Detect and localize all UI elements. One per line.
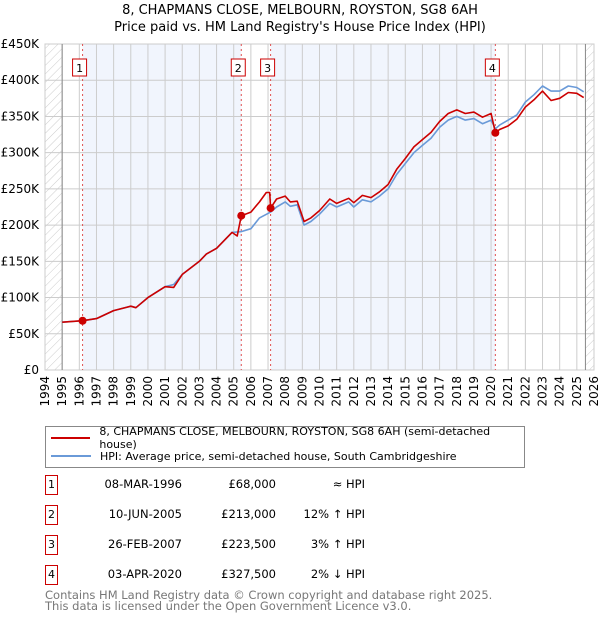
- y-tick-label: £350K: [1, 109, 41, 123]
- x-tick-label: 2026: [587, 376, 600, 407]
- legend-item-property: 8, CHAPMANS CLOSE, MELBOURN, ROYSTON, SG…: [46, 425, 524, 451]
- x-tick-label: 2019: [467, 376, 481, 407]
- title-line-2: Price paid vs. HM Land Registry's House …: [114, 20, 486, 35]
- y-tick-label: £450K: [1, 37, 41, 51]
- sale-label-box: [72, 58, 88, 77]
- transaction-date: 08-MAR-1996: [104, 477, 182, 491]
- ownership-period-shade: [270, 44, 496, 370]
- transaction-hpi: 3% ↑ HPI: [310, 537, 365, 551]
- x-tick-label: 2001: [158, 376, 172, 407]
- no-data-region-left: [45, 44, 63, 370]
- x-tick-label: 2025: [570, 376, 584, 407]
- sale-point: [491, 128, 500, 137]
- sale-label: 1: [76, 62, 83, 75]
- x-tick-label: 2016: [415, 376, 429, 407]
- transaction-row: 3 26-FEB-2007 £223,500 3% ↑ HPI: [45, 535, 600, 555]
- x-tick-label: 2007: [261, 376, 275, 407]
- x-tick-label: 2014: [381, 376, 395, 407]
- x-tick-label: 1999: [124, 376, 138, 407]
- transaction-price: £68,000: [228, 477, 276, 491]
- transaction-date: 03-APR-2020: [107, 567, 182, 581]
- legend-label-hpi: HPI: Average price, semi-detached house,…: [100, 449, 457, 463]
- x-tick-label: 2009: [295, 376, 309, 407]
- x-tick-label: 2010: [313, 376, 327, 407]
- transaction-badge: 1: [45, 475, 58, 495]
- x-tick-label: 1997: [89, 376, 103, 407]
- title-line-1: 8, CHAPMANS CLOSE, MELBOURN, ROYSTON, SG…: [122, 3, 478, 18]
- price-chart: 1994 1995 1996 1997 1998 1999 2000 2001 2002 2003…: [1, 37, 600, 407]
- transaction-price: £213,000: [221, 507, 276, 521]
- transaction-date: 26-FEB-2007: [108, 537, 182, 551]
- sale-point: [266, 204, 275, 213]
- sale-point: [237, 211, 246, 220]
- x-tick-label: 1995: [55, 376, 69, 407]
- footer: Contains HM Land Registry data © Crown c…: [45, 588, 493, 613]
- x-tick-label: 2000: [141, 376, 155, 407]
- sale-label-box: [484, 58, 500, 77]
- plot-border: [44, 43, 595, 371]
- legend-swatch-hpi: [51, 455, 91, 457]
- property-price-line: [62, 90, 585, 323]
- x-tick-label: 2011: [330, 376, 344, 407]
- x-tick-label: 2002: [175, 376, 189, 407]
- transaction-badge: 4: [45, 565, 58, 585]
- x-tick-label: 2023: [536, 376, 550, 407]
- x-tick-label: 1998: [107, 376, 121, 407]
- sale-label: 4: [489, 62, 496, 75]
- y-tick-label: £100K: [1, 291, 41, 305]
- sale-label-box: [260, 58, 276, 77]
- sale-label: 2: [235, 62, 242, 75]
- transaction-badge: 3: [45, 535, 58, 555]
- transaction-price: £223,500: [221, 537, 276, 551]
- y-tick-label: £0: [24, 363, 39, 377]
- transaction-row: 1 08-MAR-1996 £68,000 ≈ HPI: [45, 475, 600, 495]
- sale-label-box: [230, 58, 246, 77]
- legend-item-hpi: HPI: Average price, semi-detached house,…: [46, 447, 457, 465]
- x-tick-label: 1996: [72, 376, 86, 407]
- footer-line-2: This data is licensed under the Open Gov…: [45, 599, 412, 613]
- y-tick-label: £150K: [1, 254, 41, 268]
- y-tick-label: £400K: [1, 73, 41, 87]
- x-tick-label: 2022: [518, 376, 532, 407]
- sale-label: 3: [264, 62, 271, 75]
- legend-label-property: 8, CHAPMANS CLOSE, MELBOURN, ROYSTON, SG…: [99, 425, 491, 451]
- transaction-row: 2 10-JUN-2005 £213,000 12% ↑ HPI: [45, 505, 600, 525]
- x-tick-label: 2020: [484, 376, 498, 407]
- x-tick-label: 2012: [347, 376, 361, 407]
- transaction-hpi: ≈ HPI: [332, 477, 365, 491]
- transaction-badge: 2: [45, 505, 58, 525]
- x-tick-label: 2003: [192, 376, 206, 407]
- x-tick-label: 2015: [398, 376, 412, 407]
- x-tick-label: 2018: [450, 376, 464, 407]
- transaction-hpi: 12% ↑ HPI: [303, 507, 365, 521]
- x-tick-label: 2024: [553, 376, 567, 407]
- sale-point: [78, 316, 87, 325]
- chart-title: 8, CHAPMANS CLOSE, MELBOURN, ROYSTON, SG…: [0, 2, 600, 36]
- x-tick-label: 2005: [227, 376, 241, 407]
- legend: 8, CHAPMANS CLOSE, MELBOURN, ROYSTON, SG…: [45, 425, 525, 468]
- x-tick-label: 2021: [501, 376, 515, 407]
- transaction-row: 4 03-APR-2020 £327,500 2% ↓ HPI: [45, 565, 600, 585]
- x-tick-label: 2017: [433, 376, 447, 407]
- footer-line-1: Contains HM Land Registry data © Crown c…: [45, 588, 493, 602]
- legend-swatch-property: [51, 437, 91, 439]
- x-tick-label: 2004: [210, 376, 224, 407]
- y-tick-label: £200K: [1, 218, 41, 232]
- ownership-period-shade: [82, 44, 242, 370]
- y-tick-label: £300K: [1, 146, 41, 160]
- x-tick-label: 2006: [244, 376, 258, 407]
- transaction-date: 10-JUN-2005: [108, 507, 182, 521]
- no-data-region-right: [585, 44, 594, 370]
- x-tick-label: 2013: [364, 376, 378, 407]
- transaction-hpi: 2% ↓ HPI: [310, 567, 365, 581]
- y-tick-label: £50K: [8, 327, 40, 341]
- x-tick-label: 2008: [278, 376, 292, 407]
- x-tick-label: 1994: [38, 376, 52, 407]
- y-tick-label: £250K: [1, 182, 41, 196]
- transaction-price: £327,500: [221, 567, 276, 581]
